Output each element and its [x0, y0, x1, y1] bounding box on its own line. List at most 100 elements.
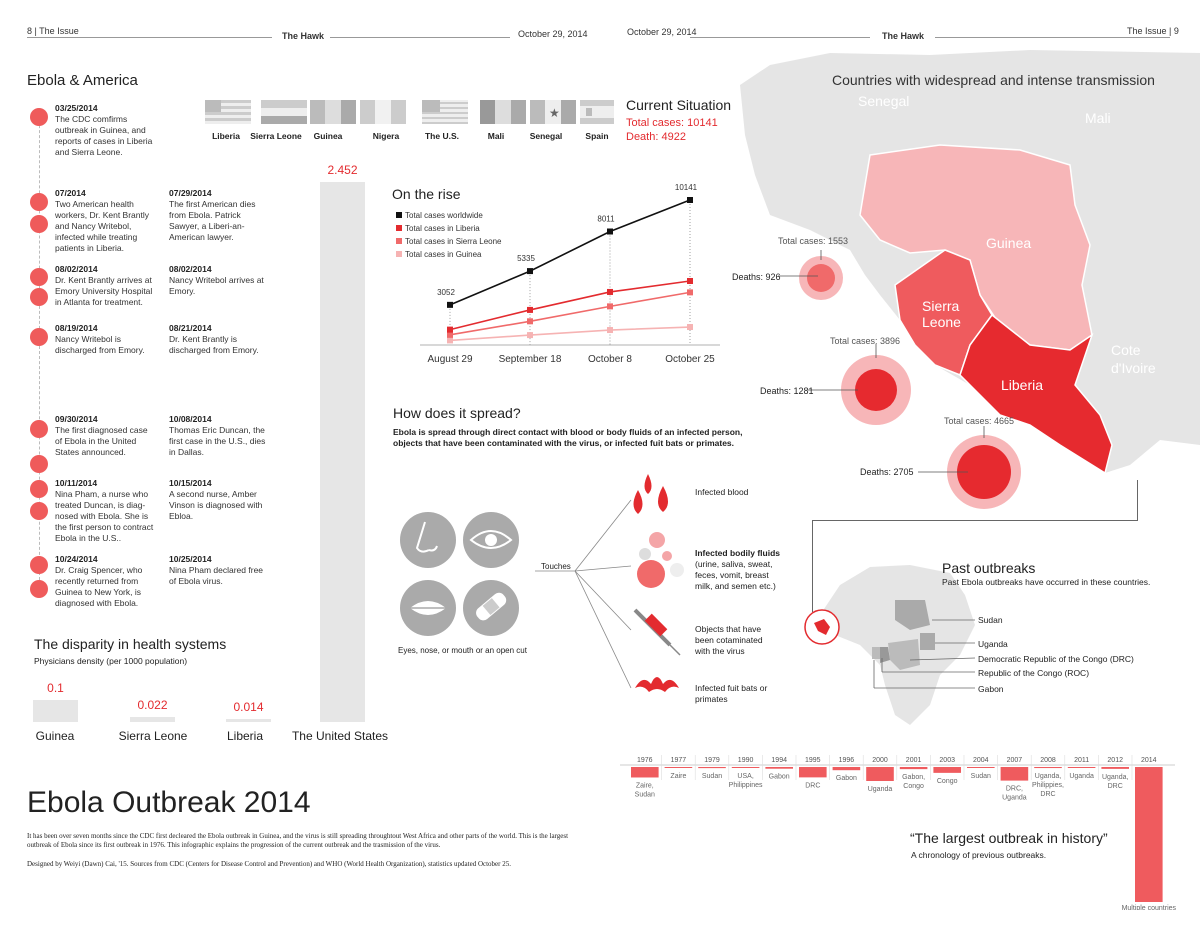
flag-label: Sierra Leone	[250, 131, 302, 141]
timeline-entry: 07/29/2014 The first American dies from E…	[169, 188, 269, 243]
bandage-icon	[476, 592, 507, 621]
chrono-year: 2007	[1007, 757, 1023, 764]
chrono-country: Philippines	[729, 782, 763, 789]
timeline-date: 10/25/2014	[169, 554, 212, 564]
chrono-bar	[664, 767, 693, 768]
flags-row: ★	[205, 100, 614, 124]
chronology-sub: A chronology of previous outbreaks.	[911, 850, 1047, 860]
flag-spain-icon	[580, 100, 614, 124]
timeline-text: Dr. Kent Brantly is discharged from Emor…	[169, 334, 259, 355]
disparity-bar	[320, 182, 365, 722]
left-page-number: 8 | The Issue	[27, 26, 79, 36]
map-label-mali: Mali	[1085, 110, 1111, 126]
disparity-title: The disparity in health systems	[34, 636, 227, 652]
flag-senegal-icon: ★	[530, 100, 576, 124]
legend-label: Total cases worldwide	[405, 211, 483, 220]
timeline-date: 10/11/2014	[55, 478, 98, 488]
point-label: 8011	[597, 215, 615, 224]
series-point	[447, 301, 453, 308]
chrono-country: Congo	[937, 778, 958, 785]
chrono-year: 2014	[1141, 757, 1157, 764]
chrono-year: 2004	[973, 757, 989, 764]
timeline-text: The CDC comfirms outbreak in Guinea, and…	[55, 114, 153, 157]
sl-total: Total cases: 3896	[830, 336, 901, 346]
chrono-year: 1995	[805, 757, 821, 764]
bodily-fluids-icon	[637, 532, 684, 588]
timeline-entry: 10/15/2014 A second nurse, Amber Vinson i…	[169, 478, 269, 522]
timeline-entry: 10/24/2014 Dr. Craig Spencer, who recentl…	[55, 554, 155, 609]
timeline-text: Nancy Writebol arrives at Emory.	[169, 275, 264, 296]
rise-title: On the rise	[392, 186, 461, 202]
chrono-bar	[1067, 767, 1096, 768]
flag-label: Liberia	[212, 131, 240, 141]
series-point	[607, 327, 613, 334]
timeline-dot	[30, 502, 48, 520]
legend-swatch	[396, 238, 402, 244]
series-point	[447, 337, 453, 344]
entry-label: Eyes, nose, or mouth or an open cut	[398, 646, 527, 655]
timeline-date: 08/02/2014	[169, 264, 212, 274]
past-title: Past outbreaks	[942, 560, 1036, 576]
chrono-country: DRC	[805, 782, 820, 789]
past-roc: Republic of the Congo (ROC)	[978, 668, 1090, 678]
timeline-date: 03/25/2014	[55, 103, 98, 113]
svg-text:★: ★	[549, 106, 560, 120]
legend-swatch	[396, 225, 402, 231]
timeline-entry: 10/11/2014 Nina Pham, a nurse who treated…	[55, 478, 155, 544]
timeline-date: 09/30/2014	[55, 414, 98, 424]
disparity-category-label: Liberia	[227, 729, 263, 743]
timeline-entry: 10/25/2014 Nina Pham declared free of Ebo…	[169, 554, 269, 587]
x-tick-label: October 25	[665, 354, 715, 365]
guinea-deaths: Deaths: 926	[732, 272, 781, 282]
disparity-value-label: 0.014	[233, 700, 263, 714]
series-point	[447, 326, 453, 333]
timeline-entry: 10/08/2014 Thomas Eric Duncan, the first …	[169, 414, 269, 458]
map-label-senegal: Senegal	[858, 93, 910, 109]
timeline-text: The first American dies from Ebola. Patr…	[169, 199, 256, 242]
past-sudan: Sudan	[978, 615, 1003, 625]
chrono-country: DRC,	[1006, 786, 1023, 793]
past-gabon: Gabon	[978, 684, 1004, 694]
map-label-leone: Leone	[922, 314, 961, 330]
chrono-bar	[1101, 767, 1129, 769]
chrono-bar	[832, 767, 861, 771]
timeline-entry: 08/02/2014 Dr. Kent Brantly arrives at Em…	[55, 264, 155, 308]
right-date: October 29, 2014	[627, 27, 697, 37]
chrono-bar	[799, 767, 827, 778]
chrono-country: Gabon,	[902, 774, 925, 781]
current-title: Current Situation	[626, 97, 732, 113]
infected-blood-label: Infected blood	[695, 487, 749, 497]
legend-swatch	[396, 251, 402, 257]
objects-label: Objects that have been cotaminated with …	[695, 624, 763, 656]
timeline-dot	[30, 556, 48, 574]
chrono-year: 1979	[704, 757, 720, 764]
right-page-number: The Issue | 9	[1127, 26, 1179, 36]
chrono-country: Gabon	[769, 774, 790, 781]
timeline-text: Thomas Eric Duncan, the first case in th…	[169, 425, 266, 457]
series-point	[687, 277, 693, 284]
point-label: 10141	[675, 183, 698, 192]
map-label-liberia: Liberia	[1001, 377, 1044, 393]
timeline-text: Nina Pham declared free of Ebola virus.	[169, 565, 264, 586]
timeline-date: 07/29/2014	[169, 188, 212, 198]
timeline-date: 10/08/2014	[169, 414, 212, 424]
series-point	[607, 228, 613, 235]
series-point	[607, 303, 613, 310]
chrono-year: 1976	[637, 757, 653, 764]
series-line	[449, 326, 691, 342]
timeline-text: Nancy Writebol is discharged from Emory.	[55, 334, 145, 355]
chrono-country: Congo	[903, 783, 924, 790]
series-point	[687, 324, 693, 331]
timeline-entry: 07/2014 Two American health workers, Dr. …	[55, 188, 155, 254]
flag-label: Mali	[487, 131, 505, 141]
guinea-total: Total cases: 1553	[778, 236, 849, 246]
flag-sierra-leone-icon	[261, 100, 307, 124]
blood-drops-icon	[633, 474, 668, 514]
chrono-country: Sudan	[635, 791, 655, 798]
bat-icon	[635, 677, 679, 692]
series-point	[527, 318, 533, 325]
chrono-bar	[731, 767, 760, 768]
chrono-country: Uganda,	[1102, 774, 1129, 781]
chrono-country: Uganda,	[1035, 773, 1062, 780]
timeline-dot	[30, 328, 48, 346]
